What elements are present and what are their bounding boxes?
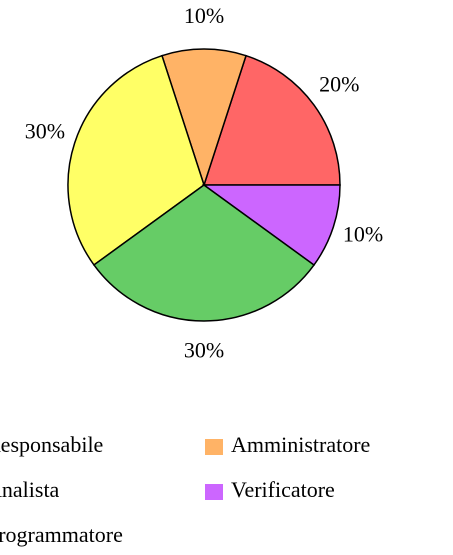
legend-label: Responsabile (0, 432, 103, 457)
legend-label: Programmatore (0, 522, 123, 547)
legend-label: Analista (0, 477, 60, 502)
legend-swatch (205, 484, 223, 500)
slice-label: 30% (184, 337, 224, 362)
pie-slice (202, 54, 341, 186)
slice-label: 30% (25, 118, 65, 143)
legend-swatch (205, 439, 223, 455)
pie-slice (161, 48, 247, 188)
slice-label: 20% (319, 72, 359, 97)
slice-label: 10% (343, 222, 383, 247)
legend-label: Amministratore (231, 432, 370, 457)
pie-slice (67, 54, 205, 266)
pie-slice (92, 184, 316, 322)
legend-label: Verificatore (231, 477, 335, 502)
pie-slice (201, 184, 341, 266)
slice-label: 10% (184, 3, 224, 28)
